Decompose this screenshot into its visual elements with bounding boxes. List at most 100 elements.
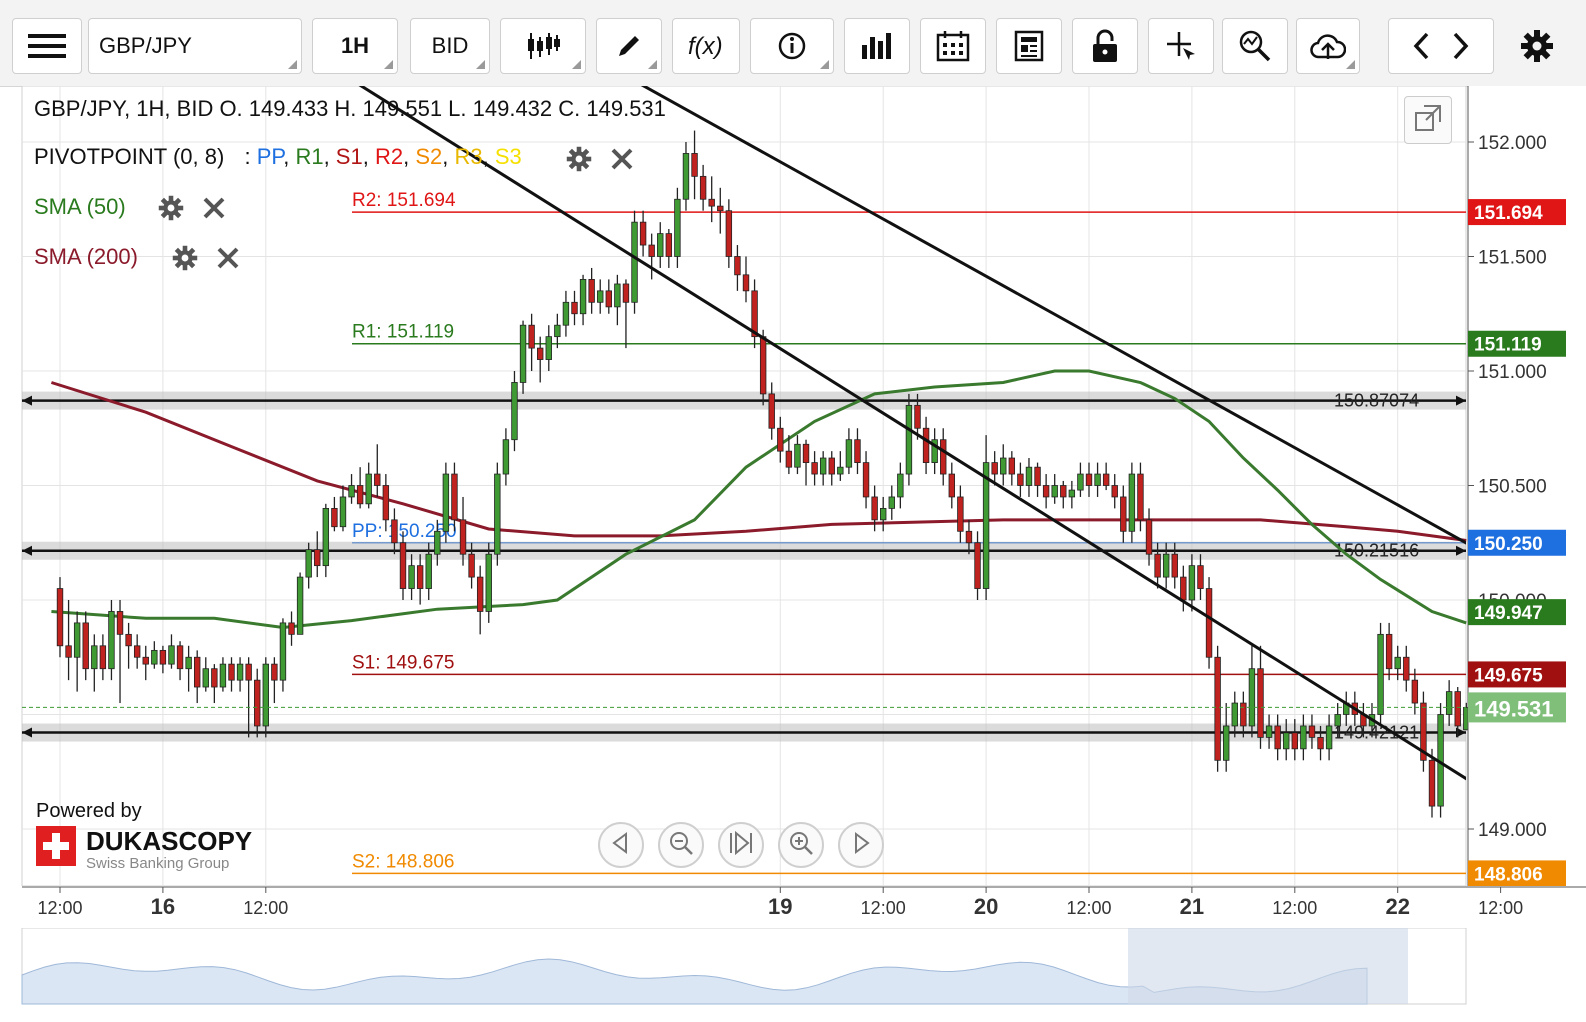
candle — [1051, 474, 1058, 504]
candle-body — [1411, 679, 1419, 704]
candle — [1017, 462, 1024, 497]
candle — [288, 611, 295, 646]
current-price-label: 149.531 — [1474, 696, 1554, 721]
pivot-settings-gear-icon[interactable] — [566, 146, 592, 177]
back-icon[interactable] — [1412, 32, 1430, 60]
pivot-axis-label-r2: 151.694 — [1474, 203, 1543, 224]
timeframe-selector[interactable]: 1H — [312, 18, 398, 74]
pivot-legend-s1: S1 — [335, 144, 363, 169]
navigator-window — [1128, 928, 1408, 1004]
crosshair-button[interactable] — [1148, 18, 1214, 74]
candle-body — [648, 244, 655, 257]
candle — [819, 451, 827, 486]
scroll-left-button[interactable] — [598, 822, 644, 868]
pivot-axis-tag-pp — [1468, 529, 1566, 556]
pivot-legend-pp: PP — [256, 144, 284, 169]
candle-body — [1180, 576, 1187, 601]
candle — [65, 600, 72, 681]
candle — [562, 290, 570, 337]
lock-button[interactable] — [1072, 18, 1138, 74]
crosshair-icon — [1165, 30, 1197, 62]
zoom-out-icon — [668, 830, 694, 861]
candle — [322, 503, 330, 578]
candle-body — [494, 473, 501, 555]
candle-body — [528, 324, 535, 349]
candle — [382, 474, 390, 532]
candle — [331, 496, 338, 532]
candle-body — [622, 283, 630, 303]
candles-icon — [526, 31, 560, 61]
candle-body — [1042, 485, 1050, 498]
candle — [1248, 645, 1256, 738]
zoom-icon — [1238, 29, 1272, 63]
zoom-in-button[interactable] — [778, 822, 824, 868]
candle-body — [1197, 565, 1204, 589]
candle — [605, 279, 612, 314]
chart-grid — [21, 86, 1467, 887]
volume-button[interactable] — [844, 18, 910, 74]
candle — [1214, 645, 1221, 772]
candle-body — [691, 153, 698, 177]
candle — [1060, 480, 1067, 509]
news-button[interactable] — [996, 18, 1062, 74]
candle — [485, 542, 492, 623]
expand-button[interactable] — [1404, 96, 1452, 144]
upload-button[interactable] — [1296, 18, 1360, 74]
sma50-settings-gear-icon[interactable] — [158, 195, 184, 226]
candle — [1223, 703, 1230, 772]
calendar-button[interactable] — [920, 18, 986, 74]
time-tick-label: 21 — [1180, 894, 1204, 919]
candle-body — [459, 519, 467, 555]
candle-body — [331, 507, 338, 528]
candle-body — [1257, 668, 1264, 738]
time-tick-label: 19 — [768, 894, 792, 919]
candle — [519, 320, 527, 394]
candle — [1111, 474, 1118, 509]
candle-body — [785, 450, 793, 468]
symbol-selector[interactable]: GBP/JPY — [88, 18, 302, 74]
settings-button[interactable] — [1504, 18, 1570, 74]
time-tick-label: 12:00 — [1066, 898, 1111, 918]
candle-body — [288, 622, 295, 635]
pivot-legend-items: PP, R1, S1, R2, S2, R3, S3 — [257, 144, 522, 169]
pivot-remove-close-icon[interactable] — [610, 147, 634, 176]
candle-body — [897, 473, 904, 498]
forward-icon[interactable] — [1452, 32, 1470, 60]
candle — [734, 245, 741, 291]
chart-nav-controls — [598, 822, 884, 868]
candle — [468, 542, 475, 589]
zoom-out-button[interactable] — [658, 822, 704, 868]
candle — [108, 600, 115, 681]
menu-button[interactable] — [12, 18, 82, 74]
candle — [494, 462, 501, 566]
candle-body — [1008, 457, 1016, 475]
sma200-settings-gear-icon[interactable] — [172, 245, 198, 276]
candle — [682, 142, 690, 211]
chart-type-button[interactable] — [500, 18, 586, 74]
indicators-button[interactable]: f(x) — [672, 18, 740, 74]
candle-body — [296, 576, 304, 635]
candle — [151, 641, 158, 669]
info-button[interactable] — [750, 18, 834, 74]
scroll-end-button[interactable] — [718, 822, 764, 868]
candle — [699, 164, 707, 211]
candle-body — [399, 542, 407, 589]
candle — [597, 279, 604, 314]
candle — [82, 611, 89, 681]
price-chart[interactable]: R2: 151.694 R1: 151.119 PP: 150.250 S1: 149… — [0, 86, 1586, 1022]
draw-button[interactable] — [596, 18, 662, 74]
candle-body — [794, 443, 801, 468]
pivot-legend-sep: : — [244, 144, 251, 169]
candle — [425, 542, 432, 600]
candle — [905, 393, 913, 486]
candle-body — [948, 473, 955, 498]
scroll-right-button[interactable] — [838, 822, 884, 868]
price-type-selector[interactable]: BID — [410, 18, 490, 74]
zoom-button[interactable] — [1222, 18, 1288, 74]
price-tick-label: 150.500 — [1478, 477, 1547, 498]
sma200-remove-close-icon[interactable] — [216, 246, 240, 275]
sma50-remove-close-icon[interactable] — [202, 196, 226, 225]
menu-icon — [28, 32, 66, 60]
candle-body — [1188, 565, 1196, 601]
